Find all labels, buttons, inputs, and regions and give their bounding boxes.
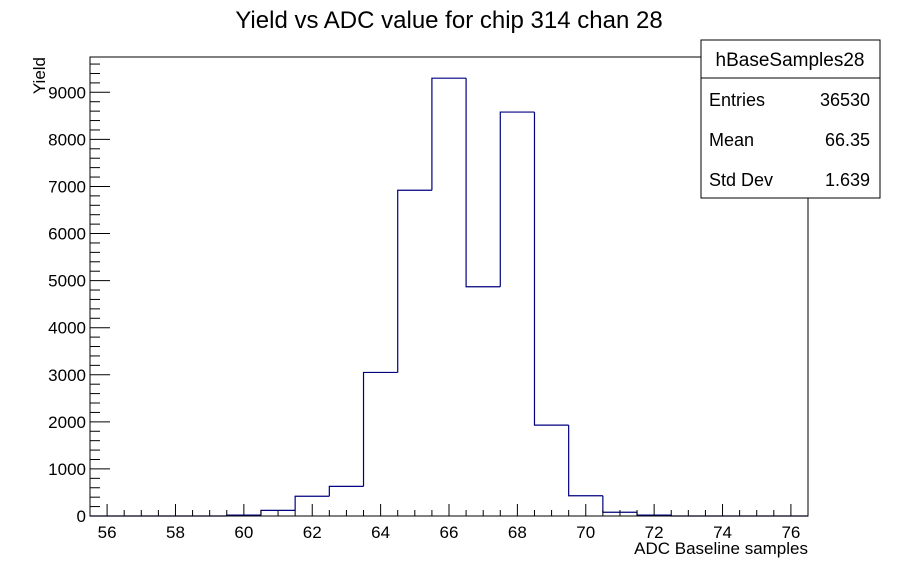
histogram-bin-63 <box>328 485 364 497</box>
y-tick-label-8000: 8000 <box>48 130 86 149</box>
histogram-bin-64 <box>362 371 398 487</box>
x-tick-label-64: 64 <box>371 523 390 542</box>
histogram-bin-69 <box>533 112 569 426</box>
y-tick-label-9000: 9000 <box>48 83 86 102</box>
x-tick-label-72: 72 <box>645 523 664 542</box>
stats-label-mean: Mean <box>709 130 754 150</box>
y-tick-label-7000: 7000 <box>48 177 86 196</box>
y-tick-label-4000: 4000 <box>48 319 86 338</box>
histogram-bin-66 <box>431 77 467 191</box>
axes-layer: 56 58 60 62 64 66 68 70 72 74 76 0 1000 2000 3000 4000 5… <box>48 63 809 542</box>
histogram-bin-62 <box>294 495 330 511</box>
x-tick-label-56: 56 <box>98 523 117 542</box>
x-tick-label-62: 62 <box>303 523 322 542</box>
y-tick-label-6000: 6000 <box>48 225 86 244</box>
x-tick-label-70: 70 <box>576 523 595 542</box>
y-tick-label-5000: 5000 <box>48 272 86 291</box>
x-tick-label-58: 58 <box>166 523 185 542</box>
stats-label-entries: Entries <box>709 90 765 110</box>
x-axis-label: ADC Baseline samples <box>634 539 808 558</box>
x-tick-label-66: 66 <box>440 523 459 542</box>
y-tick-label-1000: 1000 <box>48 460 86 479</box>
plot-frame <box>89 56 809 517</box>
stats-value-mean: 66.35 <box>825 130 870 150</box>
histogram-bin-67 <box>465 78 501 288</box>
x-tick-label-74: 74 <box>713 523 732 542</box>
chart-title: Yield vs ADC value for chip 314 chan 28 <box>235 7 662 34</box>
stats-box: hBaseSamples28 Entries 36530 Mean 66.35 … <box>700 39 881 199</box>
stats-box-title: hBaseSamples28 <box>716 50 865 71</box>
y-tick-label-3000: 3000 <box>48 366 86 385</box>
x-tick-label-60: 60 <box>234 523 253 542</box>
y-tick-label-2000: 2000 <box>48 413 86 432</box>
histogram-bin-68 <box>499 111 535 287</box>
histogram-bin-65 <box>397 189 432 373</box>
stats-value-std-dev: 1.639 <box>825 170 870 190</box>
stats-value-entries: 36530 <box>820 90 870 110</box>
histogram-bin-70 <box>568 425 603 497</box>
y-axis-label: Yield <box>30 57 49 94</box>
y-tick-label-0: 0 <box>77 507 86 526</box>
x-tick-label-68: 68 <box>508 523 527 542</box>
x-tick-label-76: 76 <box>781 523 800 542</box>
stats-label-std-dev: Std Dev <box>709 170 773 190</box>
stats-box-frame <box>700 39 881 199</box>
